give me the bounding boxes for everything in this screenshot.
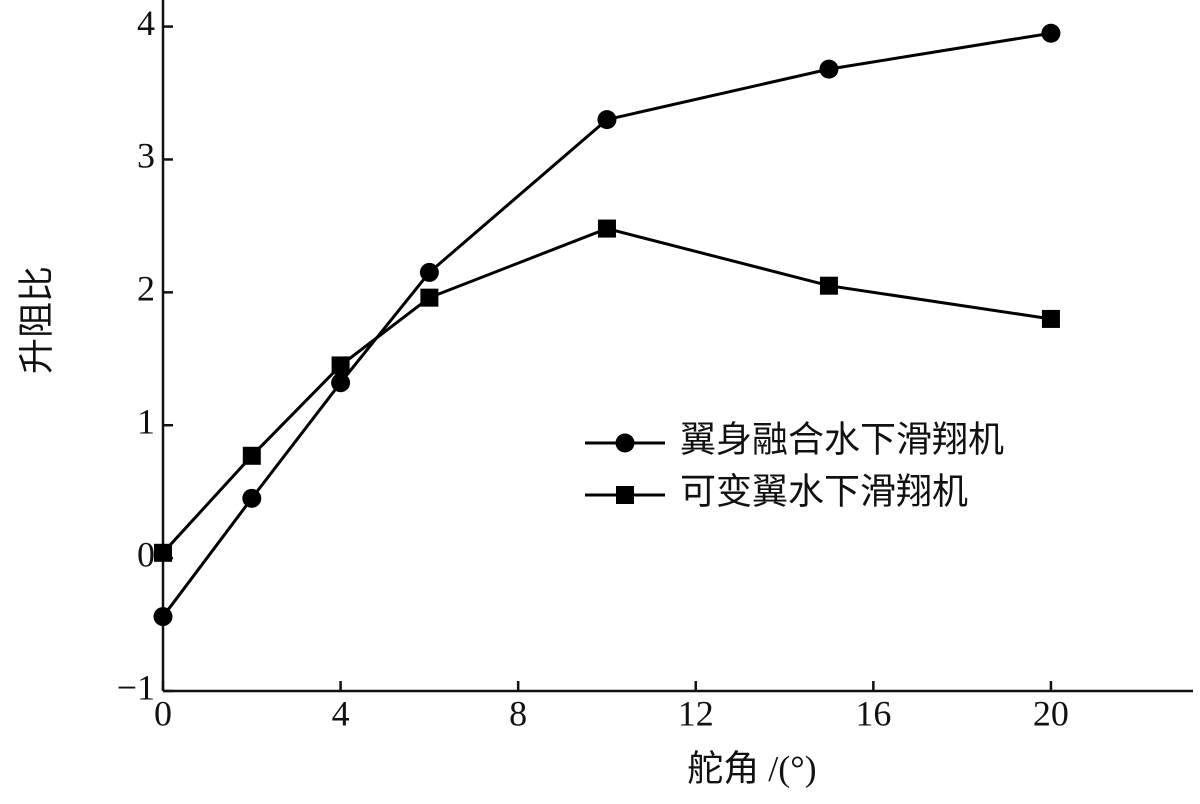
- x-axis-label: 舵角 /(°): [687, 748, 816, 788]
- x-tick-label: 8: [509, 693, 527, 733]
- marker: [242, 488, 262, 508]
- x-tick-label: 16: [855, 693, 891, 733]
- marker: [1041, 23, 1061, 43]
- marker: [154, 543, 172, 562]
- marker: [331, 373, 351, 393]
- marker: [819, 276, 838, 295]
- marker: [242, 446, 261, 465]
- legend-label: 翼身融合水下滑翔机: [680, 419, 1004, 459]
- y-axis-label: 升阻比: [16, 266, 56, 374]
- x-tick-label: 0: [154, 693, 172, 733]
- marker: [819, 59, 839, 79]
- y-tick-label: 1: [137, 401, 155, 441]
- legend-marker: [615, 433, 635, 453]
- marker: [153, 607, 173, 627]
- marker: [597, 110, 617, 130]
- y-tick-label: 2: [137, 269, 155, 309]
- x-tick-label: 12: [678, 693, 714, 733]
- y-tick-label: 4: [137, 3, 155, 43]
- x-tick-label: 20: [1033, 693, 1069, 733]
- legend-marker: [616, 486, 634, 504]
- marker: [419, 262, 439, 282]
- y-tick-label: −1: [117, 667, 155, 707]
- legend-label: 可变翼水下滑翔机: [680, 471, 968, 511]
- marker: [331, 356, 350, 375]
- x-tick-label: 4: [332, 693, 350, 733]
- y-tick-label: 3: [137, 136, 155, 176]
- marker: [597, 219, 616, 238]
- y-tick-label: 0: [137, 534, 155, 574]
- marker: [420, 288, 439, 307]
- marker: [1041, 309, 1060, 328]
